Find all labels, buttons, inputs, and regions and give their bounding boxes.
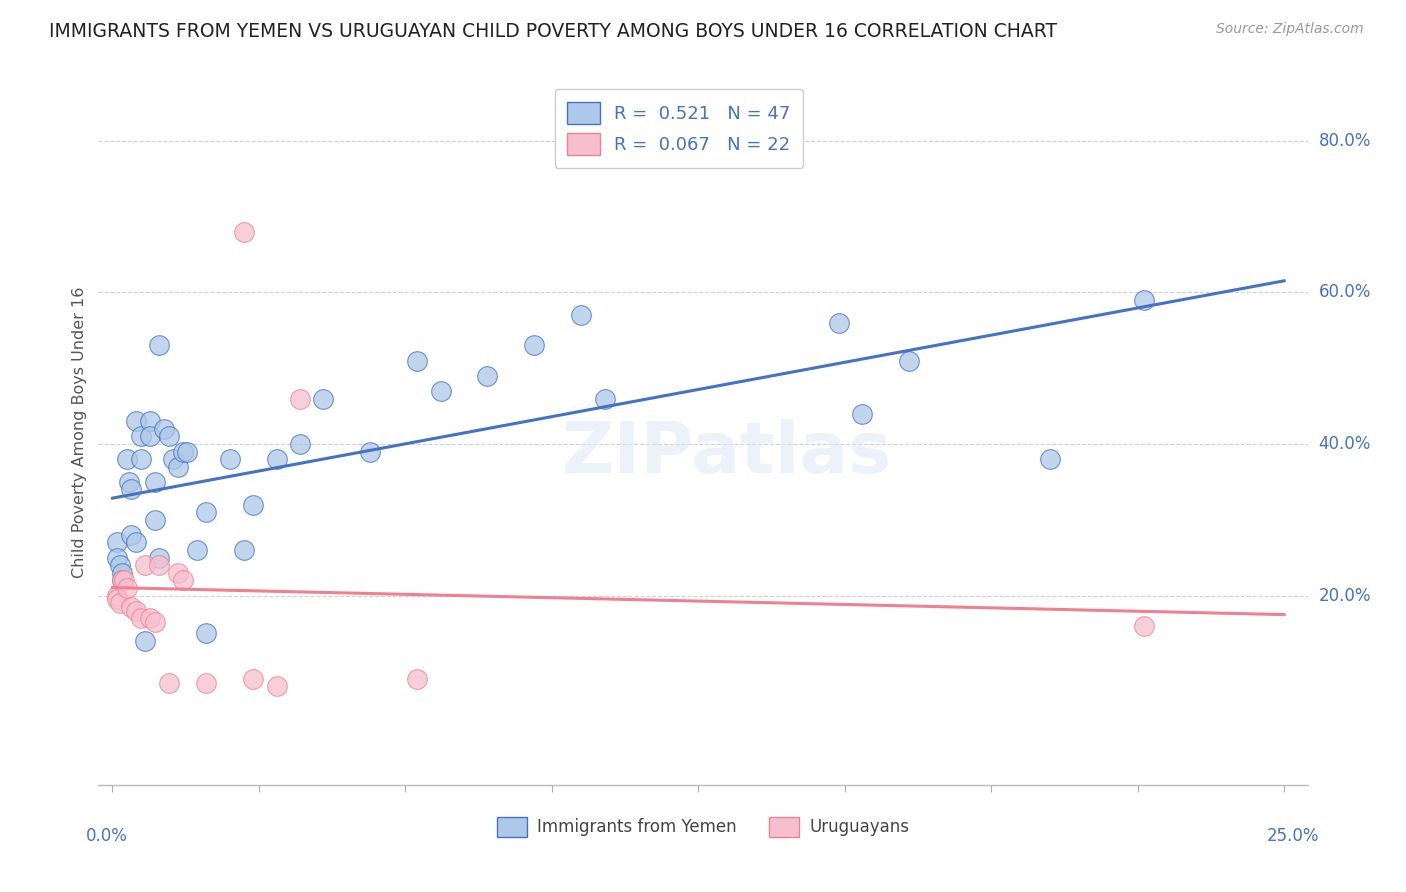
Point: [242, 498, 264, 512]
Point: [851, 407, 873, 421]
Point: [167, 459, 190, 474]
Point: [569, 308, 592, 322]
Point: [186, 543, 208, 558]
Point: [143, 615, 166, 629]
Point: [108, 596, 131, 610]
Point: [172, 444, 194, 458]
Point: [115, 452, 138, 467]
Point: [111, 574, 134, 588]
Point: [157, 675, 180, 690]
Point: [172, 574, 194, 588]
Point: [112, 574, 135, 588]
Point: [105, 589, 128, 603]
Point: [288, 392, 311, 406]
Point: [111, 574, 134, 588]
Point: [242, 672, 264, 686]
Point: [232, 543, 254, 558]
Y-axis label: Child Poverty Among Boys Under 16: Child Poverty Among Boys Under 16: [72, 287, 87, 578]
Point: [429, 384, 451, 398]
Point: [288, 437, 311, 451]
Legend: Immigrants from Yemen, Uruguayans: Immigrants from Yemen, Uruguayans: [489, 810, 917, 844]
Text: 20.0%: 20.0%: [1319, 587, 1371, 605]
Text: 0.0%: 0.0%: [86, 827, 128, 846]
Point: [218, 452, 240, 467]
Point: [148, 550, 170, 565]
Point: [143, 475, 166, 489]
Point: [139, 611, 162, 625]
Point: [105, 592, 128, 607]
Text: 60.0%: 60.0%: [1319, 284, 1371, 301]
Point: [898, 353, 921, 368]
Text: 80.0%: 80.0%: [1319, 132, 1371, 150]
Point: [148, 338, 170, 352]
Point: [115, 581, 138, 595]
Point: [148, 558, 170, 573]
Point: [195, 505, 218, 519]
Text: 25.0%: 25.0%: [1267, 827, 1320, 846]
Point: [266, 680, 288, 694]
Point: [195, 626, 218, 640]
Point: [406, 672, 429, 686]
Point: [477, 368, 499, 383]
Point: [129, 429, 152, 443]
Point: [129, 611, 152, 625]
Point: [143, 513, 166, 527]
Point: [120, 483, 142, 497]
Point: [1132, 293, 1154, 307]
Point: [162, 452, 184, 467]
Text: IMMIGRANTS FROM YEMEN VS URUGUAYAN CHILD POVERTY AMONG BOYS UNDER 16 CORRELATION: IMMIGRANTS FROM YEMEN VS URUGUAYAN CHILD…: [49, 22, 1057, 41]
Point: [232, 225, 254, 239]
Point: [111, 566, 134, 580]
Point: [359, 444, 381, 458]
Point: [120, 528, 142, 542]
Point: [118, 475, 141, 489]
Point: [266, 452, 288, 467]
Point: [105, 535, 128, 549]
Point: [134, 558, 156, 573]
Point: [176, 444, 198, 458]
Point: [105, 550, 128, 565]
Point: [1039, 452, 1062, 467]
Point: [167, 566, 190, 580]
Point: [134, 634, 156, 648]
Point: [139, 414, 162, 428]
Point: [139, 429, 162, 443]
Text: 40.0%: 40.0%: [1319, 435, 1371, 453]
Point: [157, 429, 180, 443]
Point: [593, 392, 616, 406]
Point: [108, 558, 131, 573]
Point: [406, 353, 429, 368]
Point: [125, 535, 148, 549]
Text: ZIPatlas: ZIPatlas: [562, 419, 893, 488]
Point: [120, 599, 142, 614]
Point: [312, 392, 335, 406]
Point: [153, 422, 176, 436]
Point: [195, 675, 218, 690]
Text: Source: ZipAtlas.com: Source: ZipAtlas.com: [1216, 22, 1364, 37]
Point: [523, 338, 546, 352]
Point: [125, 604, 148, 618]
Point: [1132, 619, 1154, 633]
Point: [828, 316, 851, 330]
Point: [129, 452, 152, 467]
Point: [125, 414, 148, 428]
